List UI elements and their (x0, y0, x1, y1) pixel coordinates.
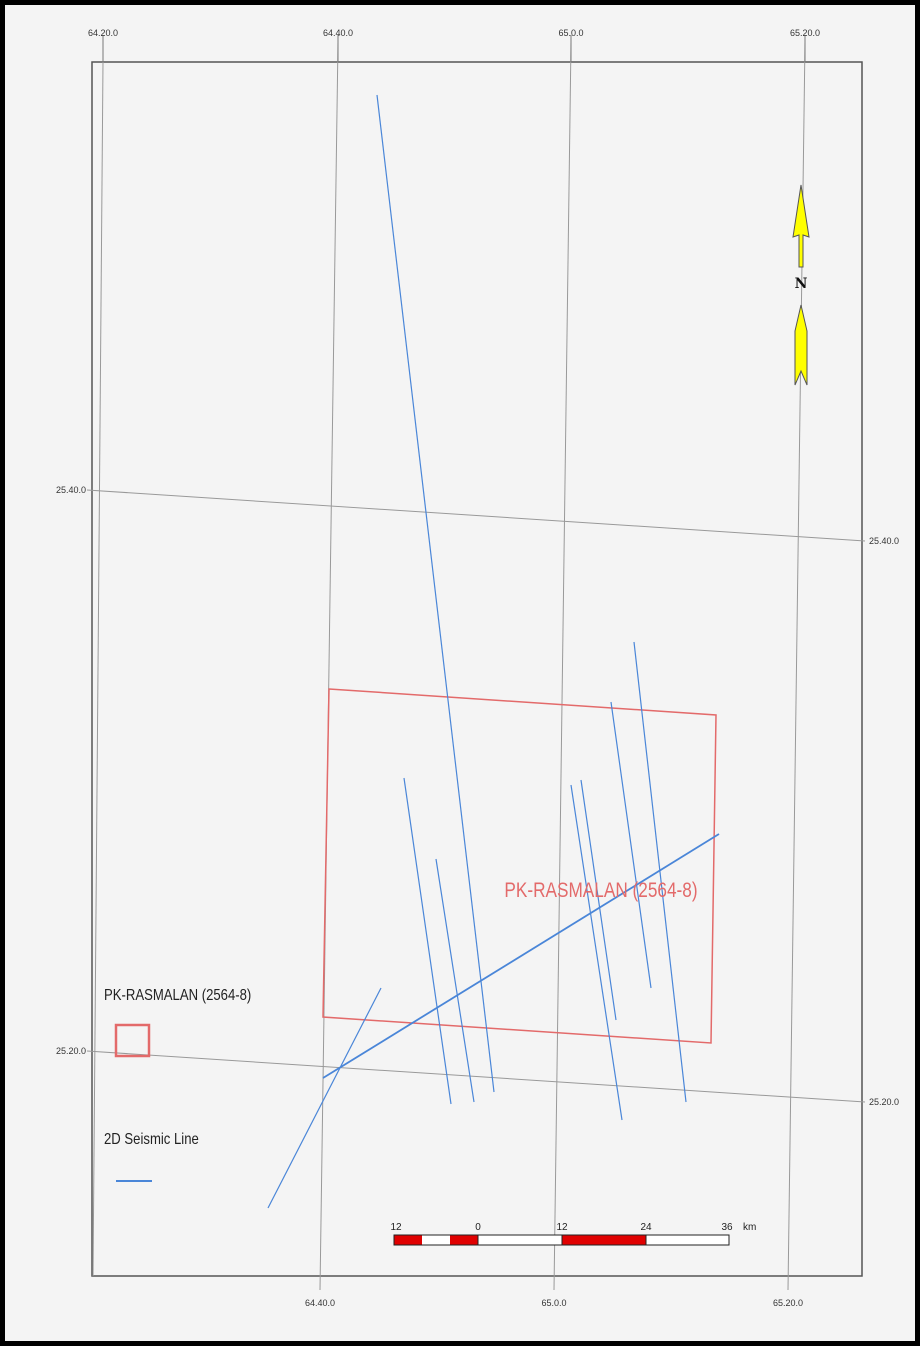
parallel-25-20 (86, 1050, 866, 1103)
latitude-lines (86, 489, 866, 1103)
seismic-line[interactable] (435, 858, 475, 1103)
meridian-65-0 (553, 41, 572, 1291)
scale-tick-label: 12 (556, 1222, 568, 1233)
scale-tick-label: 36 (721, 1222, 733, 1233)
scale-bar (393, 1234, 730, 1246)
block-polygon[interactable] (322, 688, 717, 1044)
map-canvas: 64.20.0 64.40.0 65.0.0 65.20.0 64.40.0 6… (56, 28, 899, 1308)
bottom-lon-label-2: 65.0.0 (541, 1298, 566, 1308)
scale-unit-label: km (743, 1222, 756, 1233)
tick-marks (102, 35, 806, 62)
top-lon-label-4: 65.20.0 (790, 28, 820, 38)
bottom-lon-label-1: 64.40.0 (305, 1298, 335, 1308)
top-lon-label-2: 64.40.0 (323, 28, 353, 38)
scale-bar-segment (562, 1235, 646, 1245)
scale-tick-label: 12 (390, 1222, 402, 1233)
scale-bar-segment (394, 1235, 422, 1245)
scale-tick-label: 0 (475, 1222, 481, 1233)
top-lon-label-1: 64.20.0 (88, 28, 118, 38)
north-arrow: N (792, 184, 810, 386)
right-lat-label-1: 25.40.0 (869, 536, 899, 546)
seismic-line[interactable] (376, 94, 495, 1093)
scale-bar-segment (450, 1235, 478, 1245)
longitude-lines (92, 41, 806, 1291)
meridian-64-40 (319, 41, 339, 1291)
seismic-line[interactable] (267, 987, 382, 1209)
top-lon-label-3: 65.0.0 (558, 28, 583, 38)
map-frame: 64.20.0 64.40.0 65.0.0 65.20.0 64.40.0 6… (5, 5, 915, 1341)
north-arrow-upper-icon (792, 184, 810, 268)
legend-seismic-label: 2D Seismic Line (104, 1131, 199, 1148)
north-arrow-label: N (795, 276, 808, 292)
seismic-line[interactable] (403, 777, 452, 1105)
block-label: PK-RASMALAN (2564-8) (504, 880, 697, 903)
seismic-line[interactable] (322, 833, 720, 1079)
legend-block-label: PK-RASMALAN (2564-8) (104, 987, 252, 1004)
left-lat-label-2: 25.20.0 (56, 1046, 86, 1056)
seismic-line[interactable] (580, 779, 617, 1021)
map-neatline (91, 61, 863, 1277)
meridian-64-20 (92, 61, 104, 1277)
right-lat-label-2: 25.20.0 (869, 1097, 899, 1107)
legend-block-symbol (114, 1023, 151, 1058)
scale-tick-label: 24 (640, 1222, 652, 1233)
bottom-lon-label-3: 65.20.0 (773, 1298, 803, 1308)
seismic-line[interactable] (570, 784, 623, 1121)
seismic-line[interactable] (633, 641, 687, 1103)
left-lat-label-1: 25.40.0 (56, 485, 86, 495)
north-arrow-lower-icon (794, 304, 808, 386)
parallel-25-40 (86, 489, 866, 542)
seismic-lines (267, 94, 720, 1209)
seismic-line[interactable] (610, 701, 652, 989)
